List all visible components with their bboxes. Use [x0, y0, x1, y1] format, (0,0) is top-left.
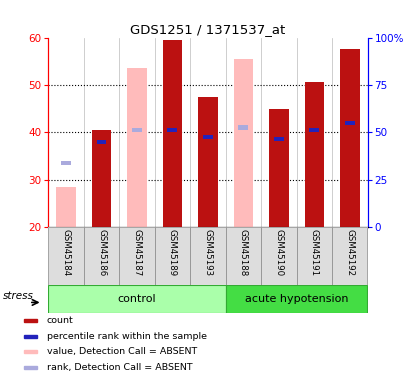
Text: percentile rank within the sample: percentile rank within the sample: [47, 332, 207, 341]
Bar: [332, 227, 368, 285]
Bar: [97, 140, 106, 144]
Text: GSM45186: GSM45186: [97, 229, 106, 276]
Bar: [226, 285, 368, 313]
Text: GSM45193: GSM45193: [203, 229, 213, 276]
Bar: [168, 128, 177, 132]
Bar: [261, 227, 297, 285]
Bar: [24, 335, 37, 338]
Text: rank, Detection Call = ABSENT: rank, Detection Call = ABSENT: [47, 363, 192, 372]
Bar: [190, 227, 226, 285]
Text: GSM45191: GSM45191: [310, 229, 319, 276]
Bar: [92, 130, 111, 227]
Text: acute hypotension: acute hypotension: [245, 294, 348, 304]
Bar: [48, 285, 226, 313]
Title: GDS1251 / 1371537_at: GDS1251 / 1371537_at: [130, 23, 286, 36]
Bar: [24, 366, 37, 369]
Bar: [297, 227, 332, 285]
Bar: [163, 40, 182, 227]
Bar: [239, 125, 248, 130]
Text: stress: stress: [3, 291, 33, 301]
Bar: [84, 227, 119, 285]
Bar: [234, 59, 253, 227]
Text: GSM45189: GSM45189: [168, 229, 177, 276]
Bar: [226, 227, 261, 285]
Bar: [61, 161, 71, 165]
Bar: [340, 50, 360, 227]
Text: GSM45188: GSM45188: [239, 229, 248, 276]
Bar: [269, 108, 289, 227]
Bar: [48, 227, 84, 285]
Text: GSM45187: GSM45187: [132, 229, 142, 276]
Bar: [24, 350, 37, 353]
Bar: [198, 97, 218, 227]
Bar: [345, 121, 355, 125]
Bar: [119, 227, 155, 285]
Bar: [24, 320, 37, 322]
Bar: [274, 137, 284, 141]
Text: count: count: [47, 316, 74, 326]
Text: value, Detection Call = ABSENT: value, Detection Call = ABSENT: [47, 347, 197, 356]
Bar: [132, 128, 142, 132]
Bar: [304, 82, 324, 227]
Bar: [127, 68, 147, 227]
Text: GSM45192: GSM45192: [345, 229, 354, 276]
Bar: [56, 187, 76, 227]
Bar: [310, 128, 319, 132]
Text: GSM45190: GSM45190: [274, 229, 284, 276]
Text: GSM45184: GSM45184: [62, 229, 71, 276]
Text: control: control: [118, 294, 156, 304]
Bar: [203, 135, 213, 139]
Bar: [155, 227, 190, 285]
